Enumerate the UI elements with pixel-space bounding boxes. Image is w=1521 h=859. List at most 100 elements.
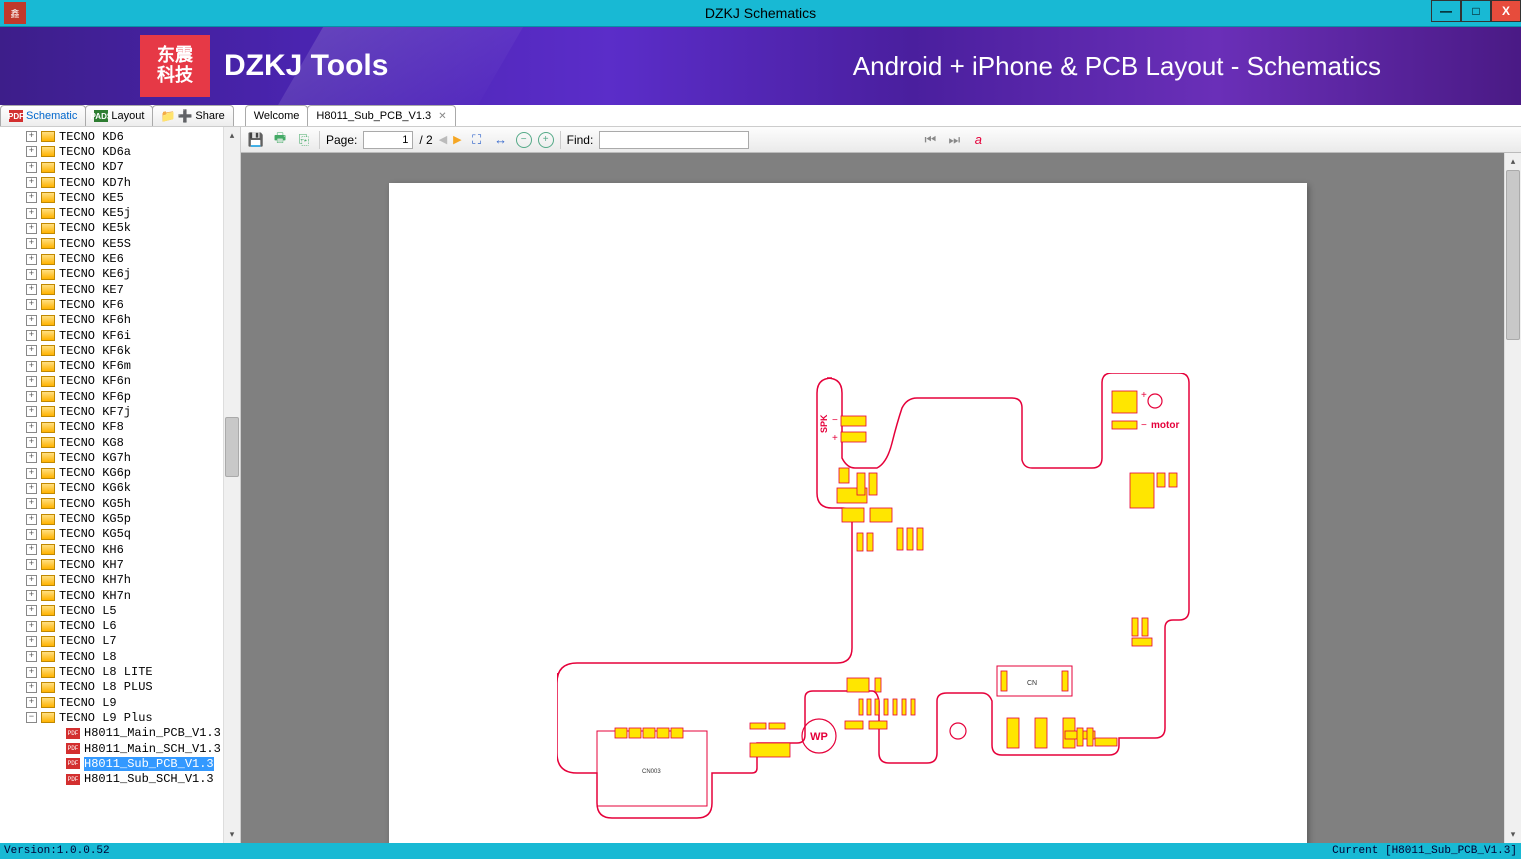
tree-folder[interactable]: TECNO KF6p <box>0 389 223 404</box>
tree-folder[interactable]: TECNO KG5q <box>0 527 223 542</box>
expand-icon[interactable] <box>26 315 37 326</box>
minimize-button[interactable]: — <box>1431 0 1461 22</box>
tree-folder[interactable]: TECNO KE5 <box>0 190 223 205</box>
expand-icon[interactable] <box>26 208 37 219</box>
expand-icon[interactable] <box>26 177 37 188</box>
tree-folder[interactable]: TECNO KD7 <box>0 160 223 175</box>
expand-icon[interactable] <box>26 361 37 372</box>
scroll-down-icon[interactable]: ▾ <box>224 826 240 843</box>
expand-icon[interactable] <box>26 590 37 601</box>
tree-folder[interactable]: TECNO L5 <box>0 603 223 618</box>
scroll-up-icon[interactable]: ▴ <box>224 127 240 144</box>
tree-folder[interactable]: TECNO KE6j <box>0 267 223 282</box>
tree-folder[interactable]: TECNO KE7 <box>0 282 223 297</box>
tree-folder[interactable]: TECNO KG6k <box>0 481 223 496</box>
expand-icon[interactable] <box>26 483 37 494</box>
scroll-up-icon[interactable]: ▴ <box>1505 153 1521 170</box>
tree-folder[interactable]: TECNO KF6i <box>0 328 223 343</box>
expand-icon[interactable] <box>26 621 37 632</box>
tree-folder[interactable]: TECNO KG7h <box>0 450 223 465</box>
copy-icon[interactable]: ⎘ <box>295 131 313 149</box>
tree-folder[interactable]: TECNO L8 PLUS <box>0 680 223 695</box>
fit-width-icon[interactable]: ↔ <box>492 131 510 149</box>
tree-file[interactable]: PDFH8011_Main_SCH_V1.3 <box>0 741 223 756</box>
tree-folder[interactable]: TECNO KG5p <box>0 511 223 526</box>
scroll-down-icon[interactable]: ▾ <box>1505 826 1521 843</box>
tree-folder[interactable]: TECNO KD6 <box>0 129 223 144</box>
expand-icon[interactable] <box>26 697 37 708</box>
expand-icon[interactable] <box>26 131 37 142</box>
expand-icon[interactable] <box>26 682 37 693</box>
expand-icon[interactable] <box>26 345 37 356</box>
tree-folder[interactable]: TECNO L7 <box>0 634 223 649</box>
tree-folder[interactable]: TECNO KF6k <box>0 343 223 358</box>
tree-folder[interactable]: TECNO KE6 <box>0 251 223 266</box>
tree-folder[interactable]: TECNO KD7h <box>0 175 223 190</box>
fit-page-icon[interactable]: ⛶ <box>468 131 486 149</box>
tree-folder[interactable]: TECNO KH7n <box>0 588 223 603</box>
tree-file[interactable]: PDFH8011_Main_PCB_V1.3 <box>0 726 223 741</box>
tree-folder[interactable]: TECNO KE5j <box>0 205 223 220</box>
expand-icon[interactable] <box>26 636 37 647</box>
text-tool-icon[interactable]: a <box>969 131 987 149</box>
viewer-scrollbar[interactable]: ▴ ▾ <box>1504 153 1521 843</box>
expand-icon[interactable] <box>26 468 37 479</box>
tree-scrollbar[interactable]: ▴ ▾ <box>223 127 240 843</box>
expand-icon[interactable] <box>26 651 37 662</box>
expand-icon[interactable] <box>26 269 37 280</box>
save-icon[interactable]: 💾 <box>247 131 265 149</box>
expand-icon[interactable] <box>26 452 37 463</box>
expand-icon[interactable] <box>26 254 37 265</box>
find-input[interactable] <box>599 131 749 149</box>
expand-icon[interactable] <box>26 514 37 525</box>
tree-folder[interactable]: TECNO KH7h <box>0 573 223 588</box>
tree-folder[interactable]: TECNO KE5S <box>0 236 223 251</box>
scroll-thumb[interactable] <box>1506 170 1520 340</box>
tree-folder[interactable]: TECNO KD6a <box>0 144 223 159</box>
tree-folder[interactable]: TECNO KF6h <box>0 313 223 328</box>
tree-folder[interactable]: TECNO KH7 <box>0 557 223 572</box>
tab-welcome[interactable]: Welcome <box>245 105 309 126</box>
tree-file[interactable]: PDFH8011_Sub_PCB_V1.3 <box>0 756 223 771</box>
expand-icon[interactable] <box>26 498 37 509</box>
tab-document[interactable]: H8011_Sub_PCB_V1.3 ✕ <box>307 105 455 126</box>
scroll-thumb[interactable] <box>225 417 239 477</box>
zoom-out-button[interactable]: − <box>516 132 532 148</box>
tree-folder[interactable]: TECNO KF6n <box>0 374 223 389</box>
expand-icon[interactable] <box>26 376 37 387</box>
tab-layout[interactable]: PADS Layout <box>85 105 153 126</box>
tree-folder[interactable]: TECNO KF6 <box>0 297 223 312</box>
tree-folder[interactable]: TECNO KE5k <box>0 221 223 236</box>
expand-icon[interactable] <box>26 544 37 555</box>
expand-icon[interactable] <box>26 406 37 417</box>
prev-page-button[interactable]: ◀ <box>439 133 447 146</box>
expand-icon[interactable] <box>26 284 37 295</box>
expand-icon[interactable] <box>26 575 37 586</box>
tree-folder[interactable]: TECNO KG5h <box>0 496 223 511</box>
tree-folder[interactable]: TECNO L8 LITE <box>0 664 223 679</box>
tree-folder[interactable]: TECNO L9 <box>0 695 223 710</box>
tree[interactable]: TECNO KD6TECNO KD6aTECNO KD7TECNO KD7hTE… <box>0 127 223 843</box>
tree-folder[interactable]: TECNO KF7j <box>0 404 223 419</box>
expand-icon[interactable] <box>26 238 37 249</box>
expand-icon[interactable] <box>26 529 37 540</box>
expand-icon[interactable] <box>26 605 37 616</box>
tree-folder[interactable]: TECNO KF6m <box>0 358 223 373</box>
expand-icon[interactable] <box>26 391 37 402</box>
zoom-in-button[interactable]: + <box>538 132 554 148</box>
expand-icon[interactable] <box>26 299 37 310</box>
expand-icon[interactable] <box>26 330 37 341</box>
close-tab-icon[interactable]: ✕ <box>438 111 446 122</box>
tab-schematic[interactable]: PDF Schematic <box>0 105 86 126</box>
maximize-button[interactable]: □ <box>1461 0 1491 22</box>
tree-folder[interactable]: TECNO KF8 <box>0 420 223 435</box>
canvas-area[interactable]: WPSPK−++−motorCNCN003 ▴ ▾ <box>241 153 1521 843</box>
expand-icon[interactable] <box>26 146 37 157</box>
tree-folder[interactable]: TECNO KG6p <box>0 466 223 481</box>
print-icon[interactable]: 🖶 <box>271 131 289 149</box>
expand-icon[interactable] <box>26 422 37 433</box>
tree-folder[interactable]: TECNO KH6 <box>0 542 223 557</box>
find-next-icon[interactable]: ⏭ <box>945 131 963 149</box>
find-prev-icon[interactable]: ⏮ <box>921 131 939 149</box>
page-input[interactable] <box>363 131 413 149</box>
